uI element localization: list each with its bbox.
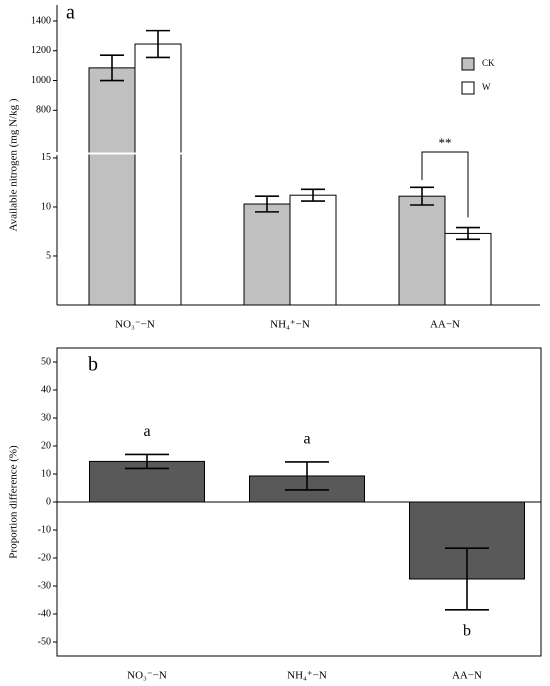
annotation: ** xyxy=(439,135,452,150)
y-tick-label: 15 xyxy=(41,152,51,163)
bar xyxy=(243,203,291,306)
x-tick-label: NH₄⁺−N xyxy=(287,670,327,682)
significance-letter: a xyxy=(143,423,150,440)
bar xyxy=(289,194,337,306)
y-tick-label: 40 xyxy=(41,384,51,395)
x-tick-label: NH₄⁺−N xyxy=(270,319,310,331)
bar xyxy=(134,43,182,306)
significance-bracket xyxy=(421,151,469,218)
y-tick-label: -30 xyxy=(38,580,51,591)
significance-letter: b xyxy=(463,622,471,639)
y-axis-label: Available nitrogen (mg N/kg ) xyxy=(8,98,20,231)
x-tick-label: NO₃⁻−N xyxy=(115,319,155,331)
legend-label: CK xyxy=(482,58,495,68)
y-tick-label: 0 xyxy=(46,496,51,507)
bar xyxy=(444,232,492,306)
y-tick-label: 1000 xyxy=(31,75,51,86)
x-tick-label: NO₃⁻−N xyxy=(127,670,167,682)
x-tick-label: AA−N xyxy=(452,670,482,682)
x-tick-label: AA−N xyxy=(430,319,460,331)
legend-label: W xyxy=(482,82,491,92)
y-tick-label: 10 xyxy=(41,201,51,212)
significance-letter: a xyxy=(303,431,310,448)
y-tick-label: 1400 xyxy=(31,15,51,26)
y-tick-label: -10 xyxy=(38,524,51,535)
bar xyxy=(398,195,446,306)
y-tick-label: -40 xyxy=(38,608,51,619)
y-tick-label: -50 xyxy=(38,636,51,647)
y-tick-label: 800 xyxy=(36,105,51,116)
panel-label: a xyxy=(66,2,75,24)
y-axis-label: Proportion difference (%) xyxy=(8,445,20,559)
y-tick-label: 5 xyxy=(46,250,51,261)
y-tick-label: -20 xyxy=(38,552,51,563)
y-tick-label: 10 xyxy=(41,468,51,479)
legend-swatch xyxy=(461,81,475,95)
y-tick-label: 20 xyxy=(41,440,51,451)
y-tick-label: 50 xyxy=(41,356,51,367)
panel-label: b xyxy=(88,354,98,376)
axis-break xyxy=(51,152,541,155)
bar xyxy=(88,67,136,306)
legend-swatch xyxy=(461,57,475,71)
y-tick-label: 30 xyxy=(41,412,51,423)
y-tick-label: 1200 xyxy=(31,45,51,56)
